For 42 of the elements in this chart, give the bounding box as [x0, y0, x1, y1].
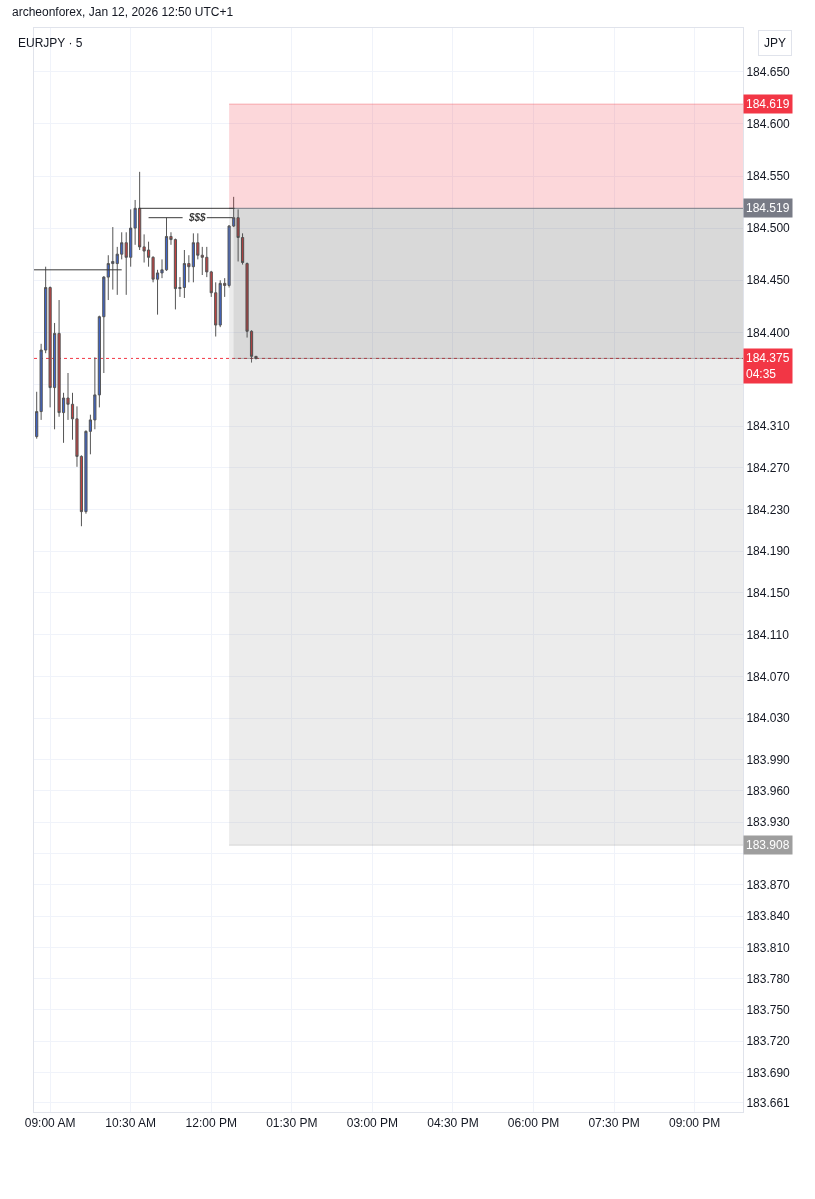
y-tick-label: 183.960: [746, 784, 791, 799]
y-tick-label: 184.070: [746, 669, 791, 684]
data-label: 183.908: [746, 838, 790, 852]
text: archeonforex, Jan 12, 2026 12:50 UTC+1: [12, 5, 234, 19]
y-tick-label: 183.780: [746, 971, 791, 986]
y-tick-label: 184.550: [746, 169, 791, 184]
x-tick-label: 07:30 PM: [588, 1116, 640, 1131]
y-tick-label: 183.840: [746, 909, 791, 924]
y-tick-label: 183.990: [746, 752, 791, 767]
x-tick-label: 04:30 PM: [427, 1116, 479, 1131]
y-tick-label: 184.230: [746, 502, 791, 517]
x-tick-label: 10:30 AM: [105, 1116, 157, 1131]
x-tick-label: 06:00 PM: [507, 1116, 560, 1131]
series-label: $$$: [188, 212, 207, 223]
x-tick-label: 09:00 PM: [668, 1116, 721, 1131]
y-tick-label: 184.270: [746, 461, 791, 476]
y-tick-label: 184.030: [746, 711, 791, 726]
y-tick-label: 183.661: [746, 1095, 791, 1110]
y-tick-label: 184.110: [746, 627, 790, 642]
y-tick-label: 184.150: [746, 586, 791, 601]
y-tick-label: 184.450: [746, 273, 791, 288]
y-tick-label: 183.870: [746, 877, 791, 892]
data-label: 184.619: [746, 97, 790, 111]
y-tick-label: 184.310: [746, 419, 791, 434]
x-tick-label: 09:00 AM: [24, 1116, 76, 1131]
x-tick-label: 03:00 PM: [346, 1116, 399, 1131]
y-tick-label: 184.190: [746, 544, 791, 559]
ref-line-label: 184.375 04:35: [746, 351, 790, 381]
x-tick-label: 01:30 PM: [266, 1116, 318, 1131]
y-axis-title: JPY: [764, 36, 787, 50]
text: EURJPY · 5: [18, 36, 83, 51]
y-tick-label: 184.600: [746, 117, 791, 132]
y-tick-label: 183.690: [746, 1065, 791, 1080]
y-tick-label: 183.930: [746, 815, 791, 830]
y-tick-label: 184.650: [746, 64, 791, 79]
y-tick-label: 184.500: [746, 221, 791, 236]
y-tick-label: 184.400: [746, 325, 791, 340]
y-tick-label: 183.750: [746, 1003, 791, 1018]
y-tick-label: 183.720: [746, 1034, 791, 1049]
x-tick-label: 12:00 PM: [185, 1116, 237, 1131]
data-label: 184.519: [746, 201, 790, 215]
y-tick-label: 183.810: [746, 940, 791, 955]
